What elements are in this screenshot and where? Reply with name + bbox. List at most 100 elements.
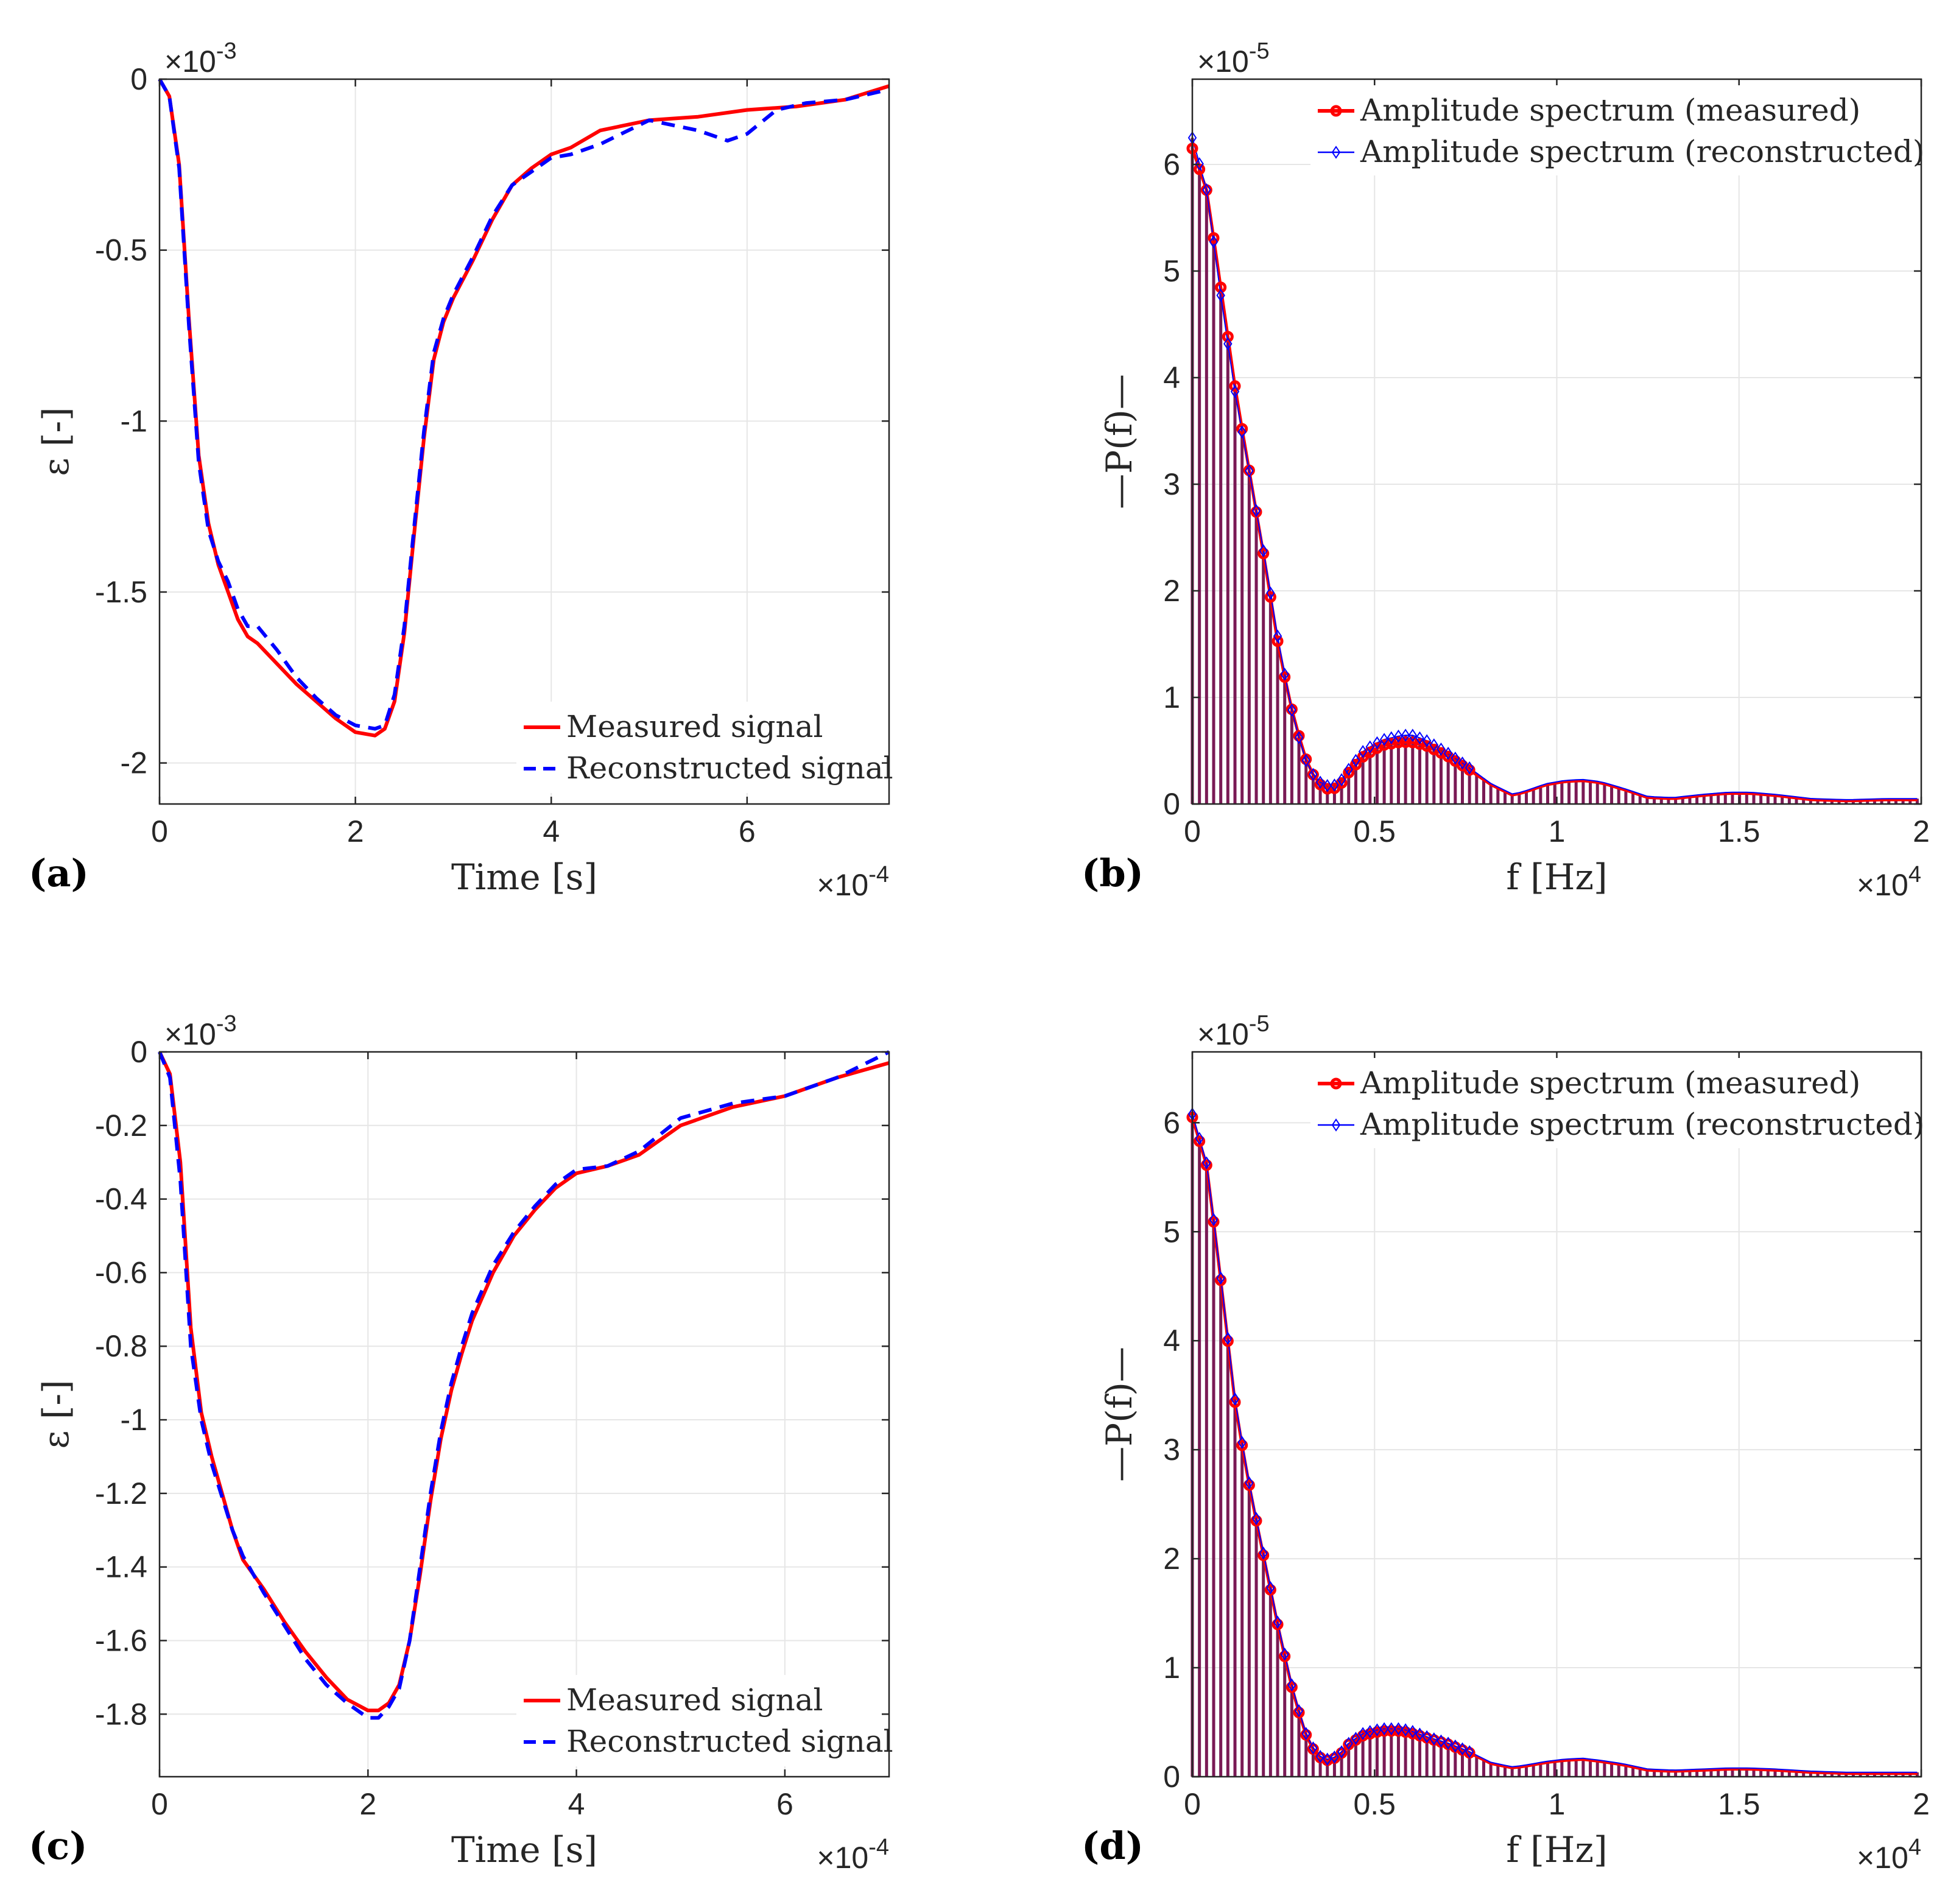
legend-entry-reconstructed: Reconstructed signal bbox=[566, 1724, 893, 1759]
legend-entry-reconstructed: Amplitude spectrum (reconstructed) bbox=[1360, 134, 1924, 169]
y-exponent: ×10-3 bbox=[164, 38, 237, 79]
x-tick-label: 2 bbox=[359, 1787, 376, 1821]
marker-reconstructed bbox=[1280, 668, 1289, 681]
x-tick-label: 1 bbox=[1549, 814, 1566, 848]
marker-reconstructed bbox=[1344, 1737, 1353, 1751]
y-tick-label: 3 bbox=[1163, 467, 1180, 501]
x-exponent: ×104 bbox=[1857, 862, 1921, 902]
marker-reconstructed bbox=[1216, 1271, 1225, 1285]
y-tick-label: 1 bbox=[1163, 1651, 1180, 1685]
y-axis-label: ε [-] bbox=[35, 1380, 77, 1448]
x-tick-label: 0.5 bbox=[1353, 814, 1396, 848]
chart-panel-a: 0 2 4 6 0 -0.5 -1 -1.5 -2 ×10-3 ×10-4 Time [s] ε… bbox=[29, 38, 893, 902]
marker-reconstructed bbox=[1259, 544, 1268, 557]
marker-measured bbox=[1236, 423, 1248, 435]
x-tick-label: 6 bbox=[739, 814, 756, 848]
y-tick-label: -1.8 bbox=[95, 1697, 147, 1731]
y-tick-label: 4 bbox=[1163, 1324, 1180, 1358]
panel-label: (c) bbox=[29, 1824, 87, 1868]
marker-reconstructed bbox=[1358, 745, 1368, 758]
y-axis-label: —P(f)— bbox=[1099, 1347, 1140, 1482]
marker-measured bbox=[1279, 671, 1291, 683]
y-tick-label: -0.2 bbox=[95, 1109, 147, 1143]
marker-reconstructed bbox=[1195, 1132, 1204, 1145]
marker-reconstructed bbox=[1358, 1727, 1368, 1741]
marker-measured bbox=[1222, 331, 1234, 343]
marker-reconstructed bbox=[1223, 337, 1233, 351]
marker-reconstructed bbox=[1315, 775, 1325, 789]
panel-label: (b) bbox=[1081, 851, 1144, 895]
y-tick-label: 0 bbox=[130, 1035, 147, 1069]
marker-reconstructed bbox=[1315, 1749, 1325, 1763]
marker-reconstructed bbox=[1394, 729, 1403, 743]
marker-reconstructed bbox=[1216, 289, 1225, 302]
x-tick-label: 2 bbox=[1913, 814, 1930, 848]
y-tick-label: -0.5 bbox=[95, 233, 147, 267]
marker-measured bbox=[1349, 758, 1362, 770]
legend: Amplitude spectrum (measured) Amplitude … bbox=[1310, 1058, 1924, 1148]
marker-measured bbox=[1257, 548, 1270, 560]
x-tick-label: 6 bbox=[776, 1787, 793, 1821]
marker-reconstructed bbox=[1301, 753, 1310, 767]
chart-panel-b: 0 0.5 1 1.5 2 0 1 2 3 4 5 6 ×10-5 ×104 f [Hz] —P(f)… bbox=[1081, 38, 1930, 902]
marker-reconstructed bbox=[1458, 1742, 1467, 1756]
marker-reconstructed bbox=[1387, 731, 1396, 745]
x-tick-label: 1.5 bbox=[1718, 1787, 1760, 1821]
y-tick-label: -2 bbox=[121, 746, 147, 780]
marker-reconstructed bbox=[1451, 1739, 1460, 1753]
marker-reconstructed bbox=[1465, 761, 1474, 775]
marker-measured bbox=[1236, 1439, 1248, 1451]
marker-reconstructed bbox=[1237, 425, 1247, 439]
marker-reconstructed bbox=[1202, 183, 1211, 197]
marker-reconstructed bbox=[1422, 1730, 1432, 1744]
marker-measured bbox=[1229, 380, 1241, 392]
marker-measured bbox=[1208, 232, 1220, 244]
marker-reconstructed bbox=[1330, 1750, 1339, 1764]
marker-reconstructed bbox=[1223, 1331, 1233, 1345]
marker-reconstructed bbox=[1422, 734, 1432, 748]
x-tick-label: 0 bbox=[151, 1787, 168, 1821]
y-tick-label: 6 bbox=[1163, 147, 1180, 182]
x-exponent: ×10-4 bbox=[817, 1835, 889, 1875]
y-tick-label: -1.5 bbox=[95, 575, 147, 609]
x-tick-label: 4 bbox=[543, 814, 560, 848]
marker-reconstructed bbox=[1351, 753, 1360, 767]
y-axis-label: —P(f)— bbox=[1099, 374, 1140, 509]
y-tick-label: 2 bbox=[1163, 1542, 1180, 1576]
marker-reconstructed bbox=[1379, 733, 1389, 746]
marker-reconstructed bbox=[1245, 1476, 1254, 1490]
y-tick-label: 6 bbox=[1163, 1105, 1180, 1140]
marker-reconstructed bbox=[1415, 1727, 1424, 1741]
marker-reconstructed bbox=[1266, 586, 1275, 600]
marker-measured bbox=[1343, 766, 1355, 778]
y-tick-label: -1.2 bbox=[95, 1476, 147, 1511]
series-line-reconstructed bbox=[1192, 1113, 1918, 1773]
panel-label: (d) bbox=[1081, 1824, 1144, 1868]
marker-reconstructed bbox=[1309, 767, 1318, 781]
legend-entry-measured: Measured signal bbox=[566, 1682, 823, 1718]
legend-marker-measured bbox=[1330, 1077, 1342, 1090]
x-exponent: ×10-4 bbox=[817, 862, 889, 902]
marker-reconstructed bbox=[1379, 1722, 1389, 1736]
marker-reconstructed bbox=[1309, 1741, 1318, 1755]
marker-reconstructed bbox=[1202, 1156, 1211, 1170]
y-tick-label: -1 bbox=[121, 404, 147, 438]
plot-frame bbox=[158, 1051, 890, 1778]
marker-reconstructed bbox=[1195, 157, 1204, 171]
marker-reconstructed bbox=[1337, 773, 1346, 786]
y-axis-label: ε [-] bbox=[35, 407, 77, 476]
marker-reconstructed bbox=[1209, 1213, 1219, 1227]
series-line-reconstructed bbox=[158, 78, 890, 731]
chart-panel-d: 0 0.5 1 1.5 2 0 1 2 3 4 5 6 ×10-5 ×104 f [Hz] —P(f)… bbox=[1081, 1011, 1930, 1875]
marker-reconstructed bbox=[1451, 751, 1460, 765]
legend-marker-reconstructed bbox=[1331, 1118, 1341, 1132]
y-tick-label: -0.4 bbox=[95, 1182, 147, 1216]
marker-reconstructed bbox=[1365, 740, 1374, 754]
marker-reconstructed bbox=[1287, 703, 1296, 717]
legend-entry-reconstructed: Amplitude spectrum (reconstructed) bbox=[1360, 1107, 1924, 1142]
marker-reconstructed bbox=[1209, 235, 1219, 249]
marker-reconstructed bbox=[1429, 1732, 1439, 1746]
y-exponent: ×10-3 bbox=[164, 1011, 237, 1051]
x-tick-label: 1 bbox=[1549, 1787, 1566, 1821]
